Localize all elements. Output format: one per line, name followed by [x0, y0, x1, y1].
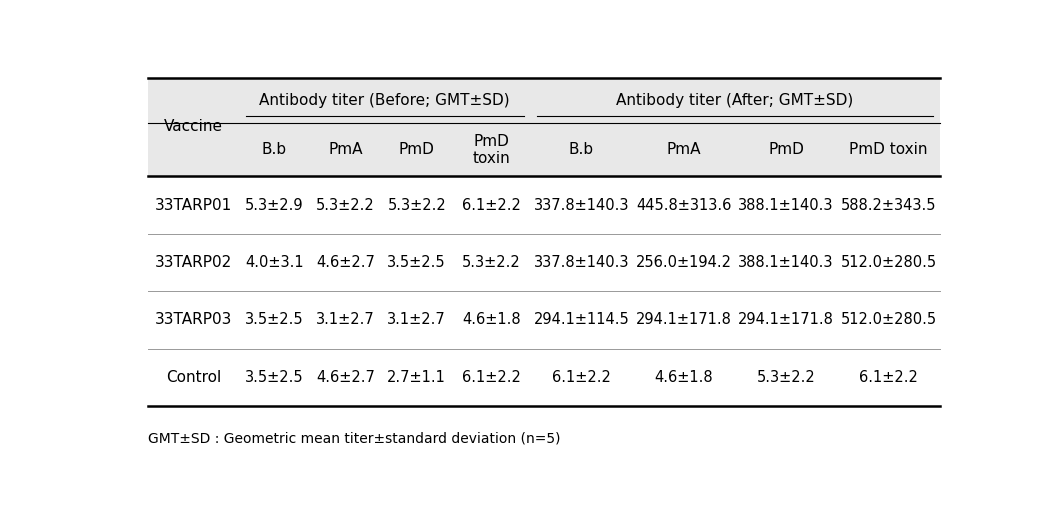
- Text: 6.1±2.2: 6.1±2.2: [462, 198, 521, 213]
- Text: 3.1±2.7: 3.1±2.7: [388, 313, 446, 327]
- Text: PmD: PmD: [768, 142, 804, 157]
- Text: 6.1±2.2: 6.1±2.2: [859, 370, 918, 385]
- Text: 294.1±171.8: 294.1±171.8: [636, 313, 732, 327]
- Bar: [147, 123, 939, 176]
- Text: 6.1±2.2: 6.1±2.2: [462, 370, 521, 385]
- Text: 33TARP01: 33TARP01: [155, 198, 232, 213]
- Text: 3.1±2.7: 3.1±2.7: [316, 313, 375, 327]
- Text: 3.5±2.5: 3.5±2.5: [245, 313, 304, 327]
- Text: 512.0±280.5: 512.0±280.5: [840, 255, 936, 270]
- Text: 5.3±2.9: 5.3±2.9: [245, 198, 304, 213]
- Text: 256.0±194.2: 256.0±194.2: [636, 255, 732, 270]
- Text: 5.3±2.2: 5.3±2.2: [462, 255, 520, 270]
- Text: 588.2±343.5: 588.2±343.5: [840, 198, 936, 213]
- Text: GMT±SD : Geometric mean titer±standard deviation (n=5): GMT±SD : Geometric mean titer±standard d…: [147, 432, 560, 446]
- Text: 388.1±140.3: 388.1±140.3: [738, 198, 834, 213]
- Text: PmD toxin: PmD toxin: [849, 142, 928, 157]
- Text: PmD
toxin: PmD toxin: [473, 134, 510, 166]
- Text: 4.0±3.1: 4.0±3.1: [245, 255, 304, 270]
- Text: Control: Control: [165, 370, 221, 385]
- Text: 4.6±1.8: 4.6±1.8: [462, 313, 520, 327]
- Text: PmA: PmA: [329, 142, 363, 157]
- Text: Antibody titer (After; GMT±SD): Antibody titer (After; GMT±SD): [616, 93, 854, 108]
- Text: 388.1±140.3: 388.1±140.3: [738, 255, 834, 270]
- Text: PmD: PmD: [399, 142, 435, 157]
- Text: 294.1±171.8: 294.1±171.8: [738, 313, 834, 327]
- Text: B.b: B.b: [569, 142, 594, 157]
- Bar: [147, 78, 939, 123]
- Text: 4.6±2.7: 4.6±2.7: [316, 370, 375, 385]
- Text: 5.3±2.2: 5.3±2.2: [316, 198, 375, 213]
- Text: Antibody titer (Before; GMT±SD): Antibody titer (Before; GMT±SD): [259, 93, 510, 108]
- Text: 3.5±2.5: 3.5±2.5: [245, 370, 304, 385]
- Text: 337.8±140.3: 337.8±140.3: [534, 255, 630, 270]
- Text: 5.3±2.2: 5.3±2.2: [757, 370, 815, 385]
- Text: 337.8±140.3: 337.8±140.3: [534, 198, 630, 213]
- Text: B.b: B.b: [262, 142, 287, 157]
- Text: 6.1±2.2: 6.1±2.2: [552, 370, 611, 385]
- Text: PmA: PmA: [667, 142, 701, 157]
- Text: 3.5±2.5: 3.5±2.5: [388, 255, 446, 270]
- Text: 294.1±114.5: 294.1±114.5: [534, 313, 630, 327]
- Text: Vaccine: Vaccine: [164, 119, 223, 135]
- Text: 445.8±313.6: 445.8±313.6: [636, 198, 732, 213]
- Text: 5.3±2.2: 5.3±2.2: [388, 198, 446, 213]
- Text: 4.6±1.8: 4.6±1.8: [655, 370, 713, 385]
- Text: 33TARP02: 33TARP02: [155, 255, 232, 270]
- Text: 512.0±280.5: 512.0±280.5: [840, 313, 936, 327]
- Text: 4.6±2.7: 4.6±2.7: [316, 255, 375, 270]
- Text: 2.7±1.1: 2.7±1.1: [388, 370, 446, 385]
- Text: 33TARP03: 33TARP03: [155, 313, 232, 327]
